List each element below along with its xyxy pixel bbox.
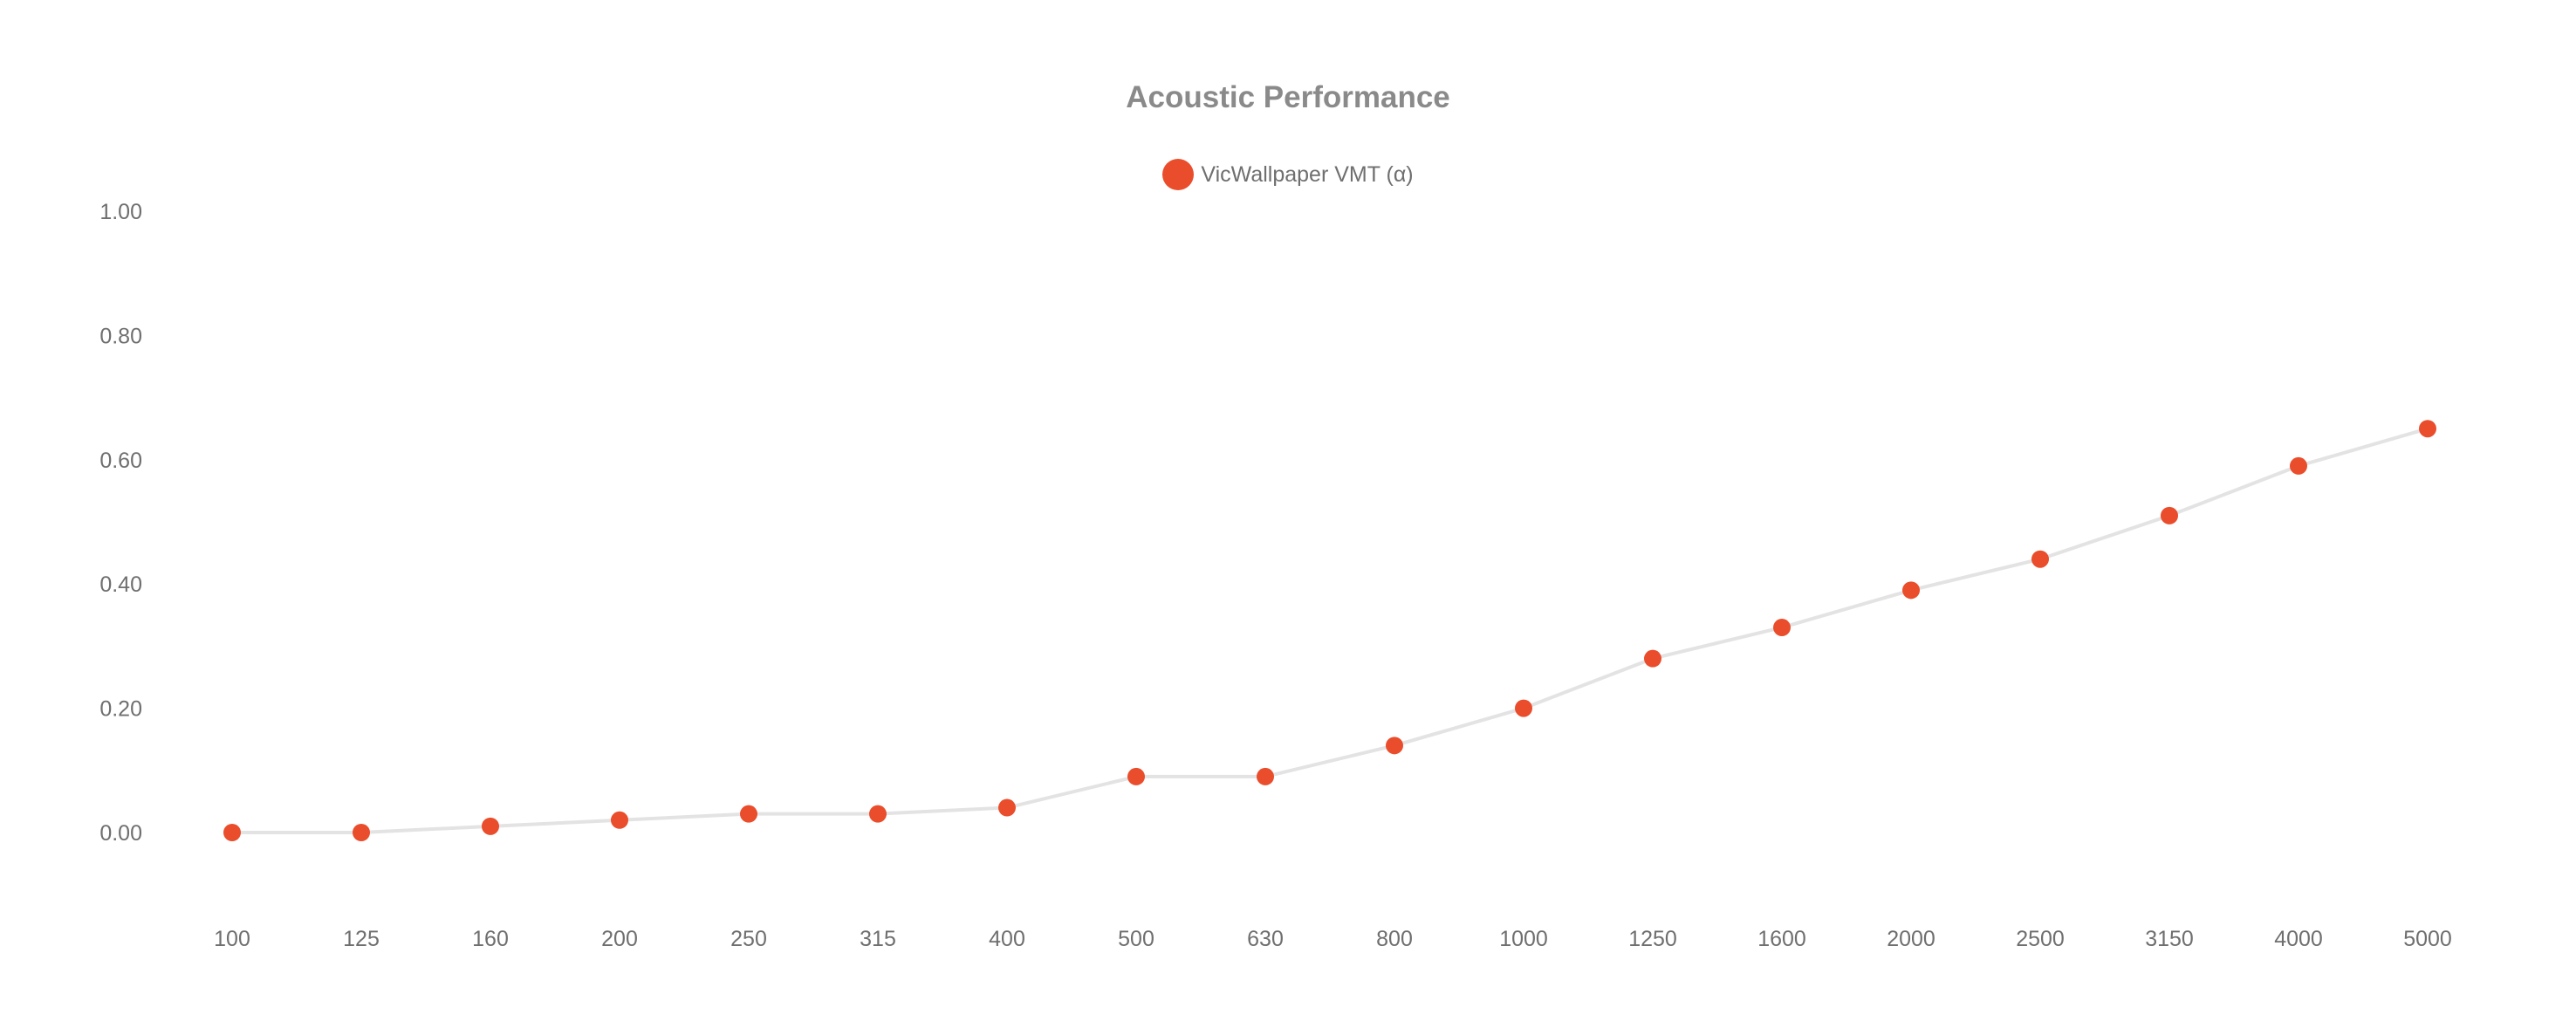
x-tick-label: 2500	[2016, 927, 2065, 951]
x-tick-label: 5000	[2403, 927, 2452, 951]
x-tick-label: 100	[214, 927, 250, 951]
data-point[interactable]	[2161, 506, 2178, 524]
data-point[interactable]	[611, 811, 628, 829]
data-point[interactable]	[998, 798, 1016, 817]
data-point[interactable]	[869, 805, 887, 823]
x-tick-label: 1000	[1499, 927, 1548, 951]
y-tick-label: 0.20	[99, 697, 142, 722]
y-tick-label: 0.80	[99, 324, 142, 348]
x-tick-label: 200	[601, 927, 638, 951]
x-tick-label: 250	[730, 927, 767, 951]
x-tick-label: 500	[1118, 927, 1154, 951]
x-tick-label: 1600	[1757, 927, 1806, 951]
data-point[interactable]	[1386, 737, 1403, 755]
data-point[interactable]	[223, 824, 241, 841]
data-point[interactable]	[1515, 699, 1532, 717]
x-tick-label: 800	[1376, 927, 1413, 951]
x-tick-label: 400	[989, 927, 1025, 951]
data-point[interactable]	[2290, 456, 2307, 475]
data-point[interactable]	[2419, 420, 2436, 438]
data-point[interactable]	[2031, 550, 2049, 568]
series-line	[232, 427, 2429, 834]
data-point[interactable]	[1127, 767, 1145, 785]
data-point[interactable]	[482, 817, 499, 835]
chart-title: Acoustic Performance	[1126, 80, 1450, 114]
x-tick-label: 3150	[2145, 927, 2194, 951]
x-tick-label: 630	[1247, 927, 1284, 951]
data-point[interactable]	[740, 805, 757, 823]
legend-marker-icon	[1162, 159, 1195, 190]
data-point[interactable]	[1902, 581, 1920, 600]
y-tick-label: 0.40	[99, 572, 142, 597]
y-tick-label: 1.00	[99, 200, 142, 224]
legend-label: VicWallpaper VMT (α)	[1201, 161, 1414, 187]
legend[interactable]: VicWallpaper VMT (α)	[0, 159, 2576, 190]
data-point[interactable]	[353, 824, 370, 841]
x-tick-label: 1250	[1628, 927, 1677, 951]
data-point[interactable]	[1644, 649, 1661, 668]
y-tick-label: 0.60	[99, 449, 142, 473]
x-tick-label: 125	[343, 927, 380, 951]
x-tick-label: 4000	[2274, 927, 2323, 951]
x-tick-label: 160	[472, 927, 509, 951]
y-tick-label: 0.00	[99, 821, 142, 846]
x-tick-label: 315	[860, 927, 896, 951]
data-point[interactable]	[1773, 619, 1791, 637]
x-tick-label: 2000	[1887, 927, 1935, 951]
data-point[interactable]	[1257, 767, 1274, 785]
